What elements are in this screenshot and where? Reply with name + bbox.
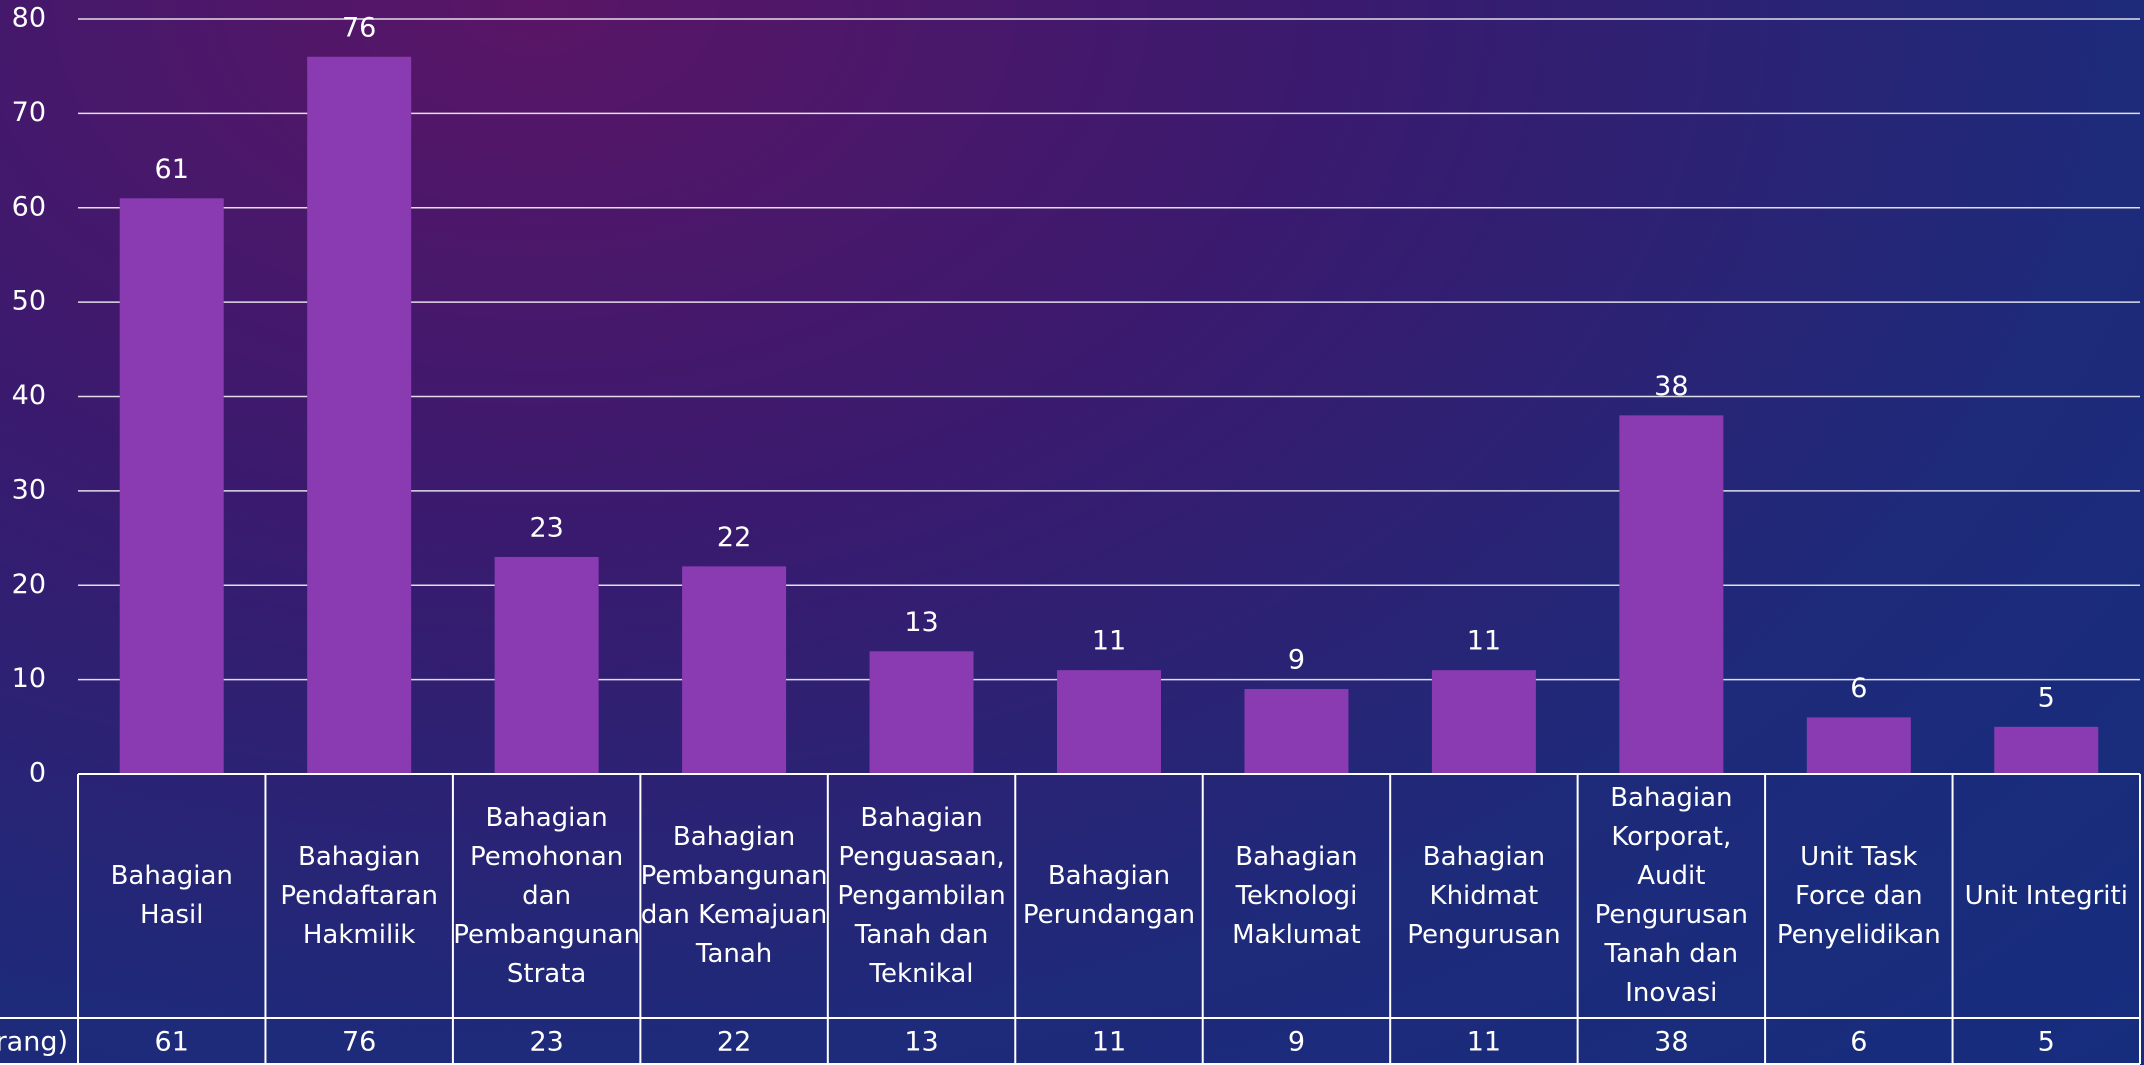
bar [307,57,411,774]
table-value: 13 [904,1027,938,1058]
x-tick-label: Bahagian Penguasaan, Pengambilan Tanah d… [828,774,1015,1018]
data-label: 23 [529,512,563,543]
bar [1057,670,1161,774]
bar [1807,717,1911,774]
x-tick-label: Bahagian Pemohonan dan Pembangunan Strat… [453,774,640,1018]
x-tick-label: Bahagian Korporat, Audit Pengurusan Tana… [1578,774,1765,1018]
x-tick-label: Bahagian Teknologi Maklumat [1203,774,1390,1018]
y-tick-label: 30 [12,474,46,505]
x-tick-label: Bahagian Pembangunan dan Kemajuan Tanah [640,774,827,1018]
table-value: 61 [155,1027,189,1058]
bar [1619,415,1723,774]
y-tick-label: 80 [12,3,46,34]
table-value: 6 [1850,1027,1867,1058]
table-value: 9 [1288,1027,1305,1058]
data-label: 6 [1850,673,1867,704]
bar [1432,670,1536,774]
data-label: 61 [155,154,189,185]
y-tick-label: 40 [12,380,46,411]
data-label: 13 [904,607,938,638]
data-label: 9 [1288,645,1305,676]
y-tick-label: 20 [12,569,46,600]
bar [1244,689,1348,774]
table-value: 23 [529,1027,563,1058]
y-tick-label: 0 [29,758,46,789]
x-tick-label: Unit Task Force dan Penyelidikan [1765,774,1952,1018]
table-value: 76 [342,1027,376,1058]
y-tick-label: 10 [12,663,46,694]
data-label: 5 [2038,682,2055,713]
x-tick-label: Bahagian Hasil [78,774,265,1018]
bar [870,651,974,774]
chart: 0 10 20 30 40 50 60 70 80 61 61 76 76 23 23 22 22 13 13 11 1… [0,0,2144,1065]
table-value: 11 [1467,1027,1501,1058]
table-value: 38 [1654,1027,1688,1058]
legend-label: rang) [0,1027,68,1058]
table-value: 11 [1092,1027,1126,1058]
bar [682,566,786,774]
x-tick-label: Bahagian Khidmat Pengurusan [1390,774,1577,1018]
data-label: 11 [1467,626,1501,657]
bar [1994,727,2098,774]
x-tick-label: Unit Integriti [1953,774,2140,1018]
x-tick-label: Bahagian Pendaftaran Hakmilik [265,774,452,1018]
y-tick-label: 60 [12,191,46,222]
data-label: 38 [1654,371,1688,402]
table-value: 5 [2038,1027,2055,1058]
data-label: 11 [1092,626,1126,657]
bar [495,557,599,774]
data-label: 22 [717,522,751,553]
x-tick-label: Bahagian Perundangan [1015,774,1202,1018]
bar [120,198,224,774]
table-value: 22 [717,1027,751,1058]
data-label: 76 [342,12,376,43]
y-tick-label: 70 [12,97,46,128]
y-tick-label: 50 [12,286,46,317]
